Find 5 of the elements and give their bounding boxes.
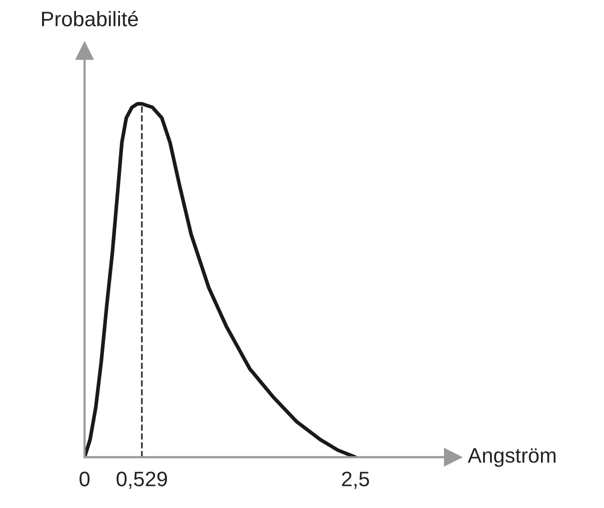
x-tick-label: 2,5 <box>342 472 370 489</box>
x-axis-title: Angström <box>468 448 556 467</box>
y-axis-title: Probabilité <box>42 10 138 26</box>
x-tick-label: 0,529 <box>116 472 167 489</box>
x-tick-label: 0 <box>80 472 90 486</box>
